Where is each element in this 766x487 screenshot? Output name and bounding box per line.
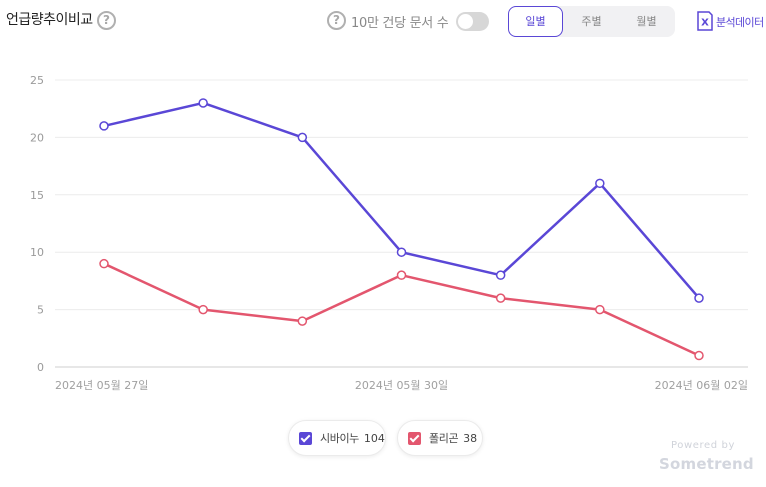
legend-item-polygon[interactable]: 폴리곤 38 [397, 420, 483, 456]
tab-daily[interactable]: 일별 [508, 6, 563, 37]
tab-weekly[interactable]: 주별 [581, 15, 602, 28]
y-tick-label: 10 [30, 246, 44, 259]
y-tick-label: 20 [30, 131, 44, 144]
data-point [694, 293, 704, 303]
excel-icon[interactable]: X [697, 11, 713, 31]
data-point [694, 350, 704, 361]
x-tick-label: 2024년 06월 02일 [655, 378, 748, 392]
y-tick-label: 25 [30, 74, 44, 87]
legend-item-shiba[interactable]: 시바이누 104 [288, 420, 386, 456]
brand-logo: Sometrend [659, 455, 754, 473]
page-title: 언급량추이비교 [6, 12, 93, 28]
x-tick-label: 2024년 05월 30일 [355, 378, 448, 392]
export-data-button[interactable]: 분석데이터 [716, 16, 764, 29]
series-line [103, 101, 700, 299]
data-point [99, 258, 109, 269]
data-point [198, 98, 208, 108]
toggle-label: 10만 건당 문서 수 [351, 16, 449, 31]
legend-series-name: 시바이누 [320, 432, 359, 445]
tab-monthly[interactable]: 월별 [636, 15, 657, 28]
x-tick-label: 2024년 05월 27일 [55, 378, 148, 392]
checkbox-icon[interactable] [299, 431, 312, 445]
y-tick-label: 15 [30, 189, 44, 202]
mention-trend-chart: 0 5 10 15 20 25 2024년 05월 27일 2024년 05월 30일 2024… [30, 74, 748, 392]
checkbox-icon[interactable] [408, 431, 421, 445]
per-100k-toggle[interactable] [456, 12, 489, 31]
y-tick-label: 0 [37, 361, 44, 374]
toggle-knob [458, 14, 473, 29]
data-point [198, 304, 208, 315]
help-icon[interactable]: ? [97, 11, 116, 30]
toggle-help-icon[interactable]: ? [327, 11, 346, 30]
legend-series-count: 38 [463, 431, 478, 445]
data-point [595, 178, 605, 189]
powered-by-label: Powered by [671, 440, 735, 451]
data-point [297, 316, 308, 326]
data-point [495, 293, 506, 303]
excel-icon-letter: X [701, 18, 709, 29]
y-tick-label: 5 [37, 304, 44, 317]
legend-series-count: 104 [363, 431, 385, 445]
data-point [595, 304, 605, 315]
data-point [396, 247, 407, 257]
legend-series-name: 폴리곤 [429, 432, 459, 445]
data-point [99, 121, 109, 131]
period-tab-group: 일별 주별 월별 [508, 6, 675, 37]
data-point [297, 132, 308, 143]
data-point [396, 270, 407, 280]
data-point [495, 270, 506, 280]
